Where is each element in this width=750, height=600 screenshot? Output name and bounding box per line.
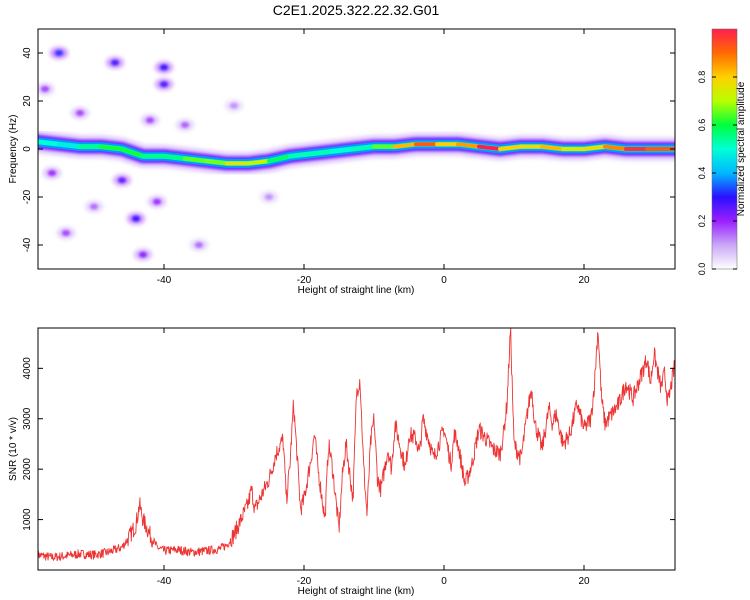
noise-cluster bbox=[190, 239, 208, 251]
spectrogram-ylabel: Frequency (Hz) bbox=[8, 115, 19, 184]
x-tick-label: -20 bbox=[297, 275, 312, 286]
colorbar-tick-label: 0.8 bbox=[697, 71, 707, 84]
noise-cluster bbox=[155, 61, 173, 74]
noise-cluster bbox=[176, 119, 194, 131]
chart-title: C2E1.2025.322.22.32.G01 bbox=[273, 2, 440, 18]
y-tick-label: -40 bbox=[22, 237, 33, 252]
y-tick-label: -20 bbox=[22, 189, 33, 204]
ridge-segment bbox=[540, 144, 565, 151]
ridge-segment bbox=[393, 142, 418, 149]
snr-ylabel: SNR (10 * v/v) bbox=[8, 417, 19, 481]
noise-cluster bbox=[50, 47, 68, 59]
y-tick-label: 3000 bbox=[22, 407, 33, 430]
spectrogram-panel: -40 -20 0 20 -40 -20 0 20 40 Height of straight … bbox=[8, 28, 676, 296]
noise-cluster bbox=[134, 248, 152, 261]
ridge-segment bbox=[330, 147, 355, 154]
snr-series-line bbox=[38, 328, 675, 562]
snr-panel: -40 -20 0 20 1000 2000 3000 4000 Height of stra… bbox=[8, 327, 676, 597]
noise-cluster bbox=[225, 99, 243, 112]
spectrogram-ticks: -40 -20 0 20 -40 -20 0 20 40 bbox=[22, 29, 675, 286]
ridge-segment bbox=[162, 154, 187, 161]
x-tick-label: 0 bbox=[441, 275, 447, 286]
ridge-segment bbox=[183, 156, 208, 163]
x-tick-label: 0 bbox=[441, 576, 447, 587]
noise-cluster bbox=[260, 191, 278, 203]
noise-cluster bbox=[113, 174, 131, 187]
ridge-segment bbox=[477, 144, 502, 151]
noise-cluster bbox=[71, 107, 89, 119]
y-tick-label: 20 bbox=[22, 95, 33, 107]
noise-cluster bbox=[85, 200, 103, 213]
snr-frame bbox=[37, 327, 676, 571]
colorbar-label: Normalized spectral amplitude bbox=[736, 81, 747, 216]
ridge-segment bbox=[603, 144, 628, 151]
y-tick-label: 2000 bbox=[22, 458, 33, 481]
snr-xlabel: Height of straight line (km) bbox=[298, 586, 415, 597]
colorbar-tick-label: 0.4 bbox=[697, 167, 707, 180]
noise-cluster bbox=[106, 56, 124, 69]
x-tick-label: 20 bbox=[578, 275, 590, 286]
ridge-segment bbox=[498, 144, 523, 151]
noise-cluster bbox=[38, 83, 54, 95]
colorbar-tick-label: 0.0 bbox=[697, 263, 707, 276]
colorbar-gradient bbox=[712, 29, 737, 269]
x-tick-label: -40 bbox=[157, 576, 172, 587]
noise-cluster bbox=[141, 114, 159, 127]
x-tick-label: 20 bbox=[578, 576, 590, 587]
noise-cluster bbox=[43, 167, 61, 179]
noise-clusters bbox=[38, 47, 278, 261]
colorbar-ticks: 0.0 0.2 0.4 0.6 0.8 bbox=[697, 71, 737, 276]
noise-cluster bbox=[127, 212, 145, 225]
colorbar: 0.0 0.2 0.4 0.6 0.8 Normalized spectral ampl… bbox=[697, 28, 747, 276]
ridge-segment bbox=[57, 142, 82, 149]
ridge-segment bbox=[204, 159, 229, 166]
y-tick-label: 1000 bbox=[22, 508, 33, 531]
ridge-segment bbox=[288, 151, 313, 159]
ridge-segment bbox=[38, 139, 61, 147]
ridge-segment bbox=[267, 154, 292, 163]
noise-cluster bbox=[155, 78, 173, 91]
ridge-segment bbox=[456, 142, 481, 149]
colorbar-tick-label: 0.6 bbox=[697, 119, 707, 132]
y-tick-label: 4000 bbox=[22, 357, 33, 380]
spectrogram-xlabel: Height of straight line (km) bbox=[298, 285, 415, 296]
snr-ticks: -40 -20 0 20 1000 2000 3000 4000 bbox=[22, 328, 675, 587]
ridge-segment bbox=[351, 144, 376, 151]
ridge-segment bbox=[99, 144, 124, 151]
frequency-ridge bbox=[38, 130, 675, 175]
noise-cluster bbox=[148, 195, 166, 208]
spectrogram-frame bbox=[37, 28, 676, 270]
x-tick-label: -40 bbox=[157, 275, 172, 286]
colorbar-frame bbox=[711, 28, 738, 270]
snr-line-layer bbox=[38, 328, 675, 562]
ridge-segment bbox=[309, 149, 334, 156]
colorbar-tick-label: 0.2 bbox=[697, 215, 707, 228]
x-tick-label: -20 bbox=[297, 576, 312, 587]
noise-cluster bbox=[57, 227, 75, 239]
y-tick-label: 0 bbox=[22, 146, 33, 152]
ridge-segment bbox=[582, 144, 607, 151]
ridge-segment bbox=[246, 159, 271, 166]
y-tick-label: 40 bbox=[22, 47, 33, 59]
ridge-segment bbox=[120, 147, 145, 159]
snr-plot-area bbox=[38, 328, 675, 570]
